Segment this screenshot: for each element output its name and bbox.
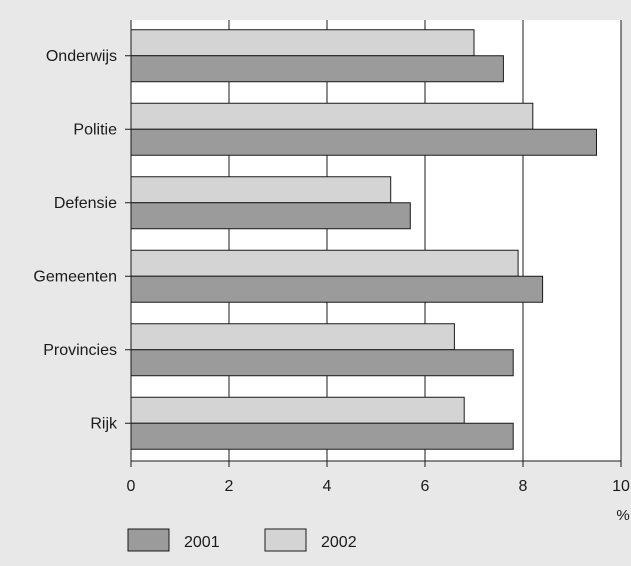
bar-onderwijs-2001 — [130, 55, 504, 83]
bar-gemeenten-2002 — [130, 249, 519, 277]
gridlines — [228, 20, 622, 461]
category-label-provincies: Provincies — [43, 342, 117, 359]
category-label-gemeenten: Gemeenten — [33, 268, 117, 285]
legend-swatch-2002 — [264, 528, 307, 552]
bar-rijk-2001 — [130, 422, 514, 450]
bar-gemeenten-2001 — [130, 275, 544, 303]
x-tick-label-10: 10 — [612, 478, 630, 495]
x-tick-label-8: 8 — [519, 478, 528, 495]
category-label-onderwijs: Onderwijs — [46, 48, 117, 65]
bar-politie-2001 — [130, 128, 597, 156]
category-label-defensie: Defensie — [54, 195, 117, 212]
bar-politie-2002 — [130, 102, 534, 130]
bar-defensie-2001 — [130, 202, 411, 230]
legend-label-2002: 2002 — [321, 534, 357, 551]
legend: 2001 2002 — [127, 528, 357, 552]
x-tick-label-6: 6 — [421, 478, 430, 495]
plot-area — [131, 20, 621, 461]
x-tick-label-0: 0 — [127, 478, 136, 495]
axes — [130, 20, 621, 462]
bar-provincies-2001 — [130, 349, 514, 377]
legend-label-2001: 2001 — [184, 534, 220, 551]
category-labels: Onderwijs Politie Defensie Gemeenten Provinc… — [33, 48, 118, 433]
bar-rijk-2002 — [130, 396, 465, 424]
bars — [130, 29, 597, 450]
x-axis-unit-label: % — [616, 507, 629, 524]
legend-swatch-2001 — [127, 528, 170, 552]
category-label-rijk: Rijk — [90, 415, 118, 432]
x-tick-label-2: 2 — [225, 478, 234, 495]
bar-defensie-2002 — [130, 176, 392, 204]
ticks: 0 2 4 6 8 10 — [125, 55, 630, 495]
bar-provincies-2002 — [130, 323, 455, 351]
category-label-politie: Politie — [73, 121, 117, 138]
bar-onderwijs-2002 — [130, 29, 475, 57]
x-tick-label-4: 4 — [323, 478, 332, 495]
